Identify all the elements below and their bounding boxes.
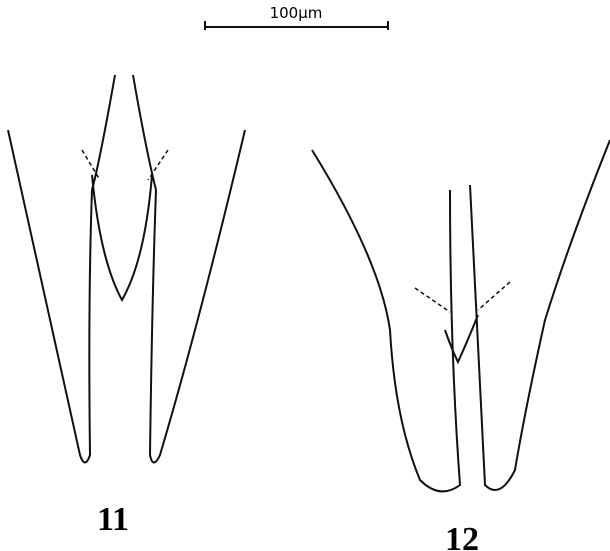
dashed bbox=[81, 149, 169, 181]
outline bbox=[132, 74, 246, 464]
figure-label: 12 bbox=[445, 521, 479, 551]
figure-label: 11 bbox=[97, 501, 129, 538]
inner bbox=[91, 174, 153, 303]
outline bbox=[311, 149, 462, 493]
inner bbox=[444, 314, 479, 365]
dashed bbox=[414, 281, 511, 313]
scale-bar: 100µm bbox=[204, 4, 389, 30]
outline bbox=[7, 74, 116, 464]
figure-11: 11 bbox=[7, 74, 246, 538]
figure-12: 12 bbox=[311, 139, 610, 551]
scale-label: 100µm bbox=[270, 4, 323, 22]
outline bbox=[469, 139, 610, 491]
